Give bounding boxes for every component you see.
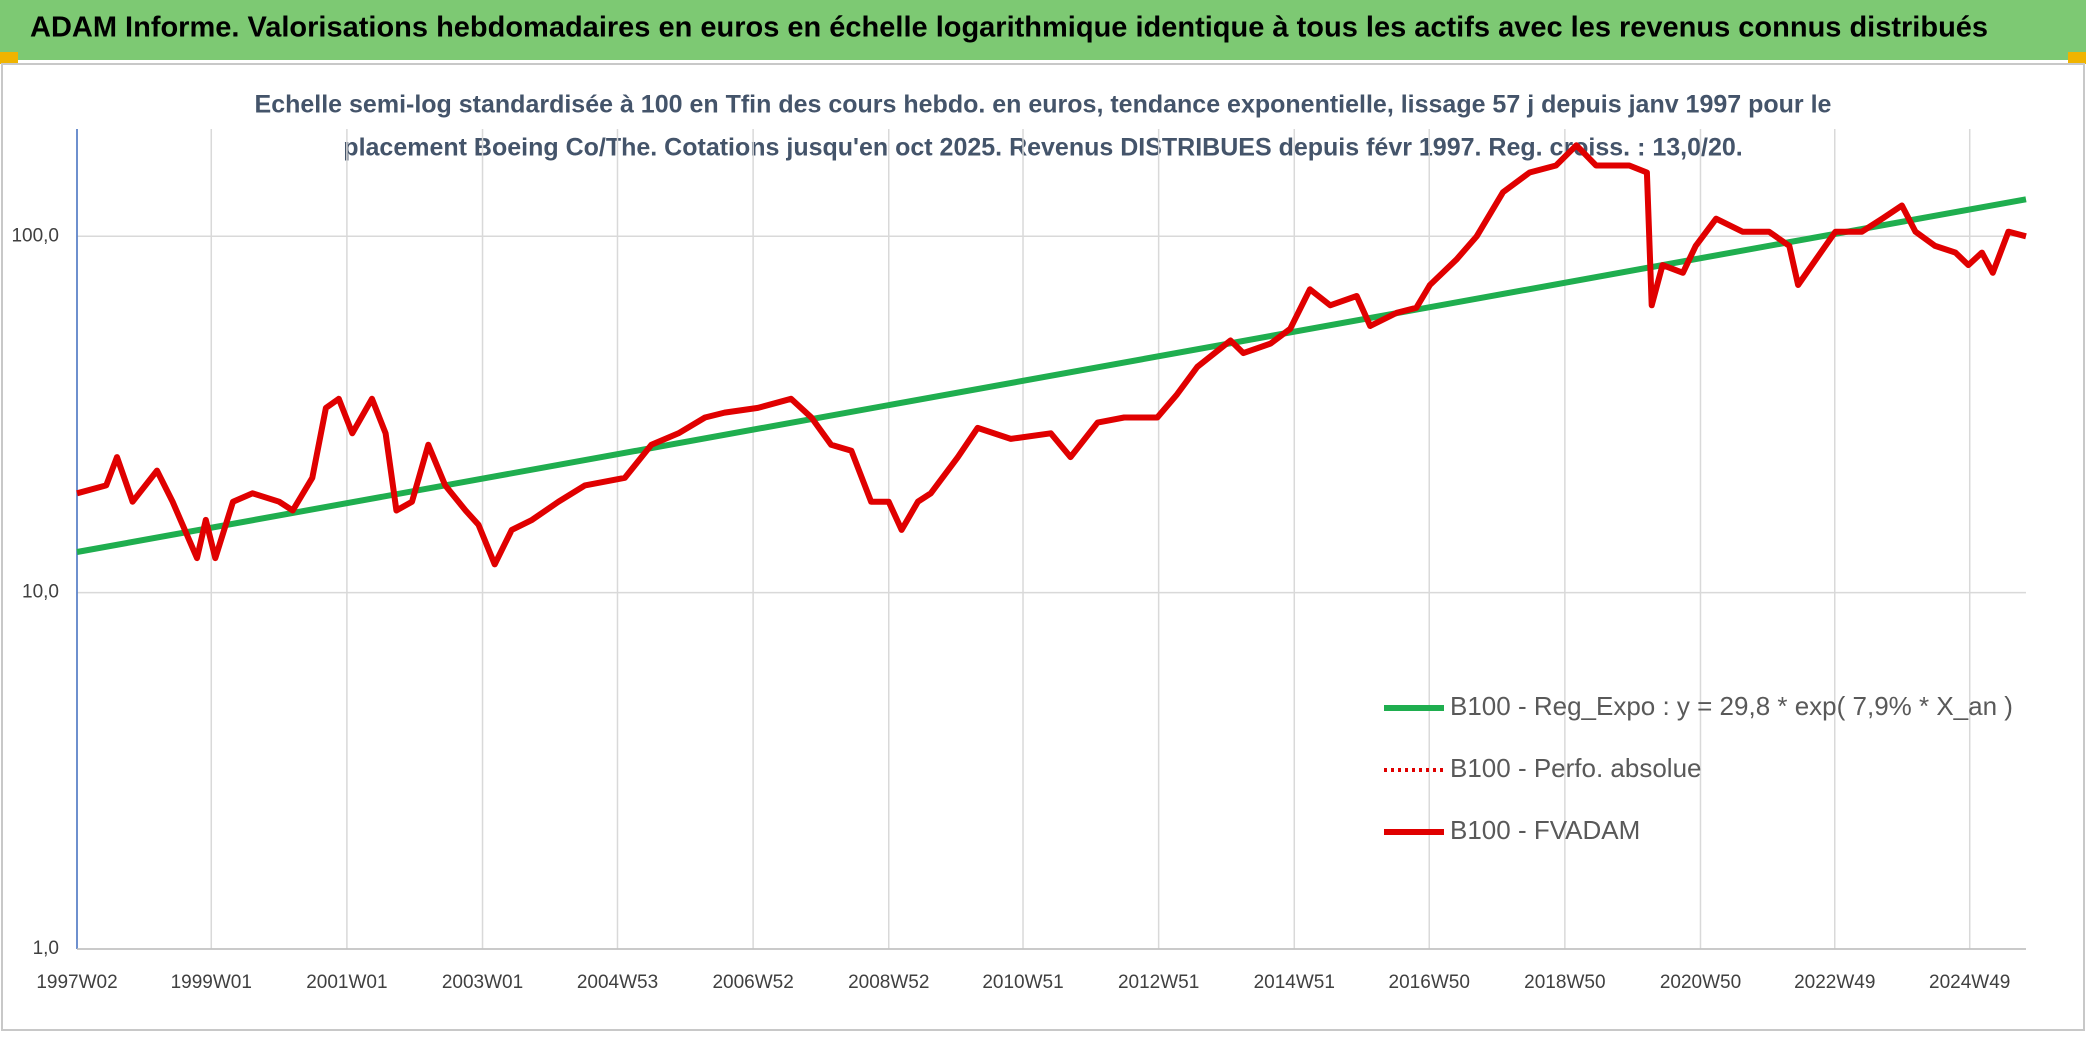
x-tick-label: 2006W52	[712, 972, 793, 993]
x-tick-label: 2004W53	[577, 972, 658, 993]
x-tick-label: 2008W52	[848, 972, 929, 993]
y-tick-label: 10,0	[22, 582, 59, 603]
legend-label: B100 - Perfo. absolue	[1450, 753, 1702, 783]
legend-label: B100 - FVADAM	[1450, 815, 1640, 845]
x-tick-label: 2003W01	[442, 972, 523, 993]
x-tick-label: 2001W01	[306, 972, 387, 993]
x-tick-label: 2016W50	[1389, 972, 1470, 993]
frame	[1, 63, 2085, 1031]
x-tick-label: 2022W49	[1794, 972, 1875, 993]
series-line	[76, 196, 2027, 555]
corner-mark	[2068, 52, 2086, 64]
series-line	[76, 142, 2027, 568]
header-bar	[0, 0, 2086, 60]
legend-label: B100 - Reg_Expo : y = 29,8 * exp( 7,9% *…	[1450, 691, 2013, 721]
x-tick-label: 2018W50	[1524, 972, 1605, 993]
x-tick-label: 1999W01	[171, 972, 252, 993]
x-tick-label: 2020W50	[1660, 972, 1741, 993]
x-tick-label: 2010W51	[982, 972, 1063, 993]
y-tick-label: 1,0	[33, 938, 59, 959]
subtitle: placement Boeing Co/The. Cotations jusqu…	[343, 134, 1742, 162]
header-title: ADAM Informe. Valorisations hebdomadaire…	[30, 12, 1988, 44]
x-tick-label: 1997W02	[36, 972, 117, 993]
corner-mark	[0, 52, 18, 64]
x-tick-label: 2014W51	[1254, 972, 1335, 993]
y-tick-label: 100,0	[11, 225, 59, 246]
x-tick-label: 2012W51	[1118, 972, 1199, 993]
subtitle: Echelle semi-log standardisée à 100 en T…	[255, 91, 1832, 119]
x-tick-label: 2024W49	[1929, 972, 2010, 993]
